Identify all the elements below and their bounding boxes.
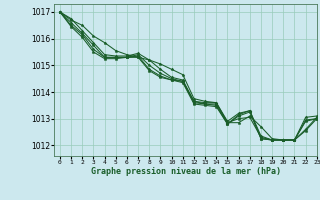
X-axis label: Graphe pression niveau de la mer (hPa): Graphe pression niveau de la mer (hPa) [91, 167, 281, 176]
